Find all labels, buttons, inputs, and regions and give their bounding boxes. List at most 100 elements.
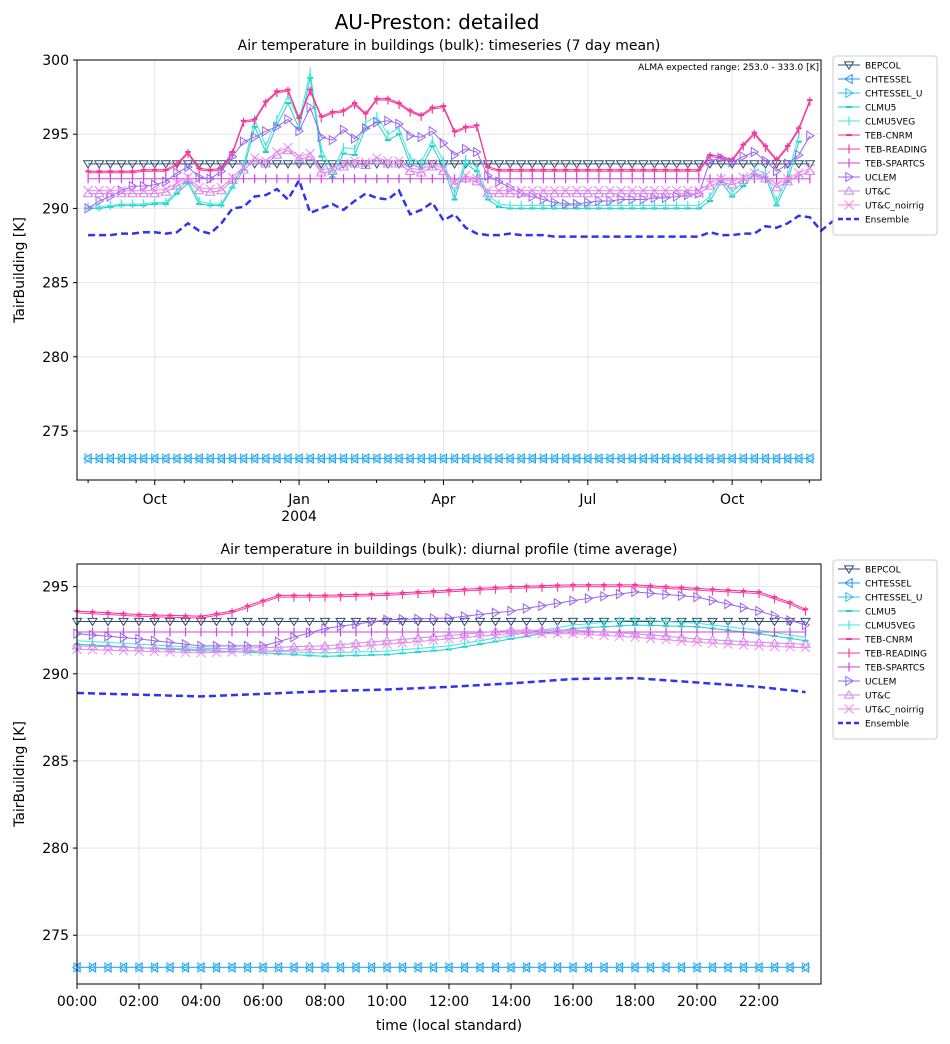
data-point [539, 453, 549, 464]
data-point [583, 617, 594, 627]
data-point [662, 589, 671, 600]
data-point [395, 118, 405, 130]
data-point [573, 453, 582, 464]
legend-item-teb-cnrm: TEB-CNRM [838, 132, 913, 142]
data-point [82, 160, 94, 169]
data-point [272, 147, 282, 157]
data-point [117, 453, 127, 464]
data-point [328, 134, 338, 146]
data-point [600, 590, 609, 602]
data-point [637, 160, 649, 169]
data-point [750, 453, 760, 464]
data-point [149, 160, 161, 169]
x-tick-label: Jan [287, 492, 310, 508]
data-point [260, 156, 271, 166]
data-point [595, 195, 604, 207]
data-point [338, 159, 349, 169]
series-line [76, 676, 806, 698]
data-point [384, 115, 393, 127]
legend-label: TEB-SPARTCS [864, 160, 925, 170]
data-point [516, 185, 527, 196]
x-tick-label: Apr [431, 492, 455, 508]
data-point [373, 453, 382, 464]
data-point [84, 453, 94, 464]
data-point [753, 617, 765, 627]
x-tick-label: 02:00 [119, 994, 159, 1010]
data-point [139, 453, 149, 464]
data-point [228, 962, 237, 973]
data-point [728, 157, 738, 168]
data-point [416, 164, 427, 175]
data-point [339, 453, 349, 464]
data-point [755, 962, 764, 973]
series-ut-c-noirrig [83, 142, 815, 196]
data-point [227, 160, 238, 169]
data-point [226, 617, 238, 627]
legend-item-teb-cnrm: TEB-CNRM [838, 636, 913, 646]
data-point [243, 962, 253, 973]
y-tick-label: 300 [42, 53, 69, 69]
series-ut-c-noirrig [72, 628, 811, 658]
data-point [118, 645, 129, 656]
data-point [327, 160, 338, 169]
data-point [708, 962, 718, 973]
diurnal-grid [76, 564, 821, 984]
legend-label: UCLEM [865, 678, 896, 688]
data-point [804, 160, 816, 169]
data-point [87, 617, 98, 627]
legend-label: CLMU5 [865, 608, 896, 618]
data-point [506, 453, 516, 464]
data-point [305, 148, 316, 159]
data-point [628, 194, 638, 205]
series-line [88, 177, 856, 238]
data-point [242, 617, 253, 627]
data-point [459, 632, 470, 643]
data-point [195, 453, 205, 464]
series-teb-cnrm [74, 583, 809, 618]
data-point [722, 617, 734, 627]
diurnal-panel: Air temperature in buildings (bulk): diu… [12, 542, 938, 1034]
data-point [649, 160, 660, 169]
legend-item-ut-c: UT&C [838, 186, 890, 198]
data-point [724, 962, 733, 973]
data-point [615, 160, 627, 169]
data-point [134, 646, 144, 656]
data-point [449, 176, 460, 187]
data-point [569, 595, 578, 607]
legend-label: UT&C_noirrig [865, 202, 924, 212]
data-point [160, 160, 172, 169]
legend-box [832, 559, 938, 740]
data-point [495, 453, 504, 464]
data-point [104, 160, 116, 169]
data-point [539, 194, 549, 205]
data-point [600, 962, 609, 973]
data-point [750, 146, 760, 158]
legend-label: CLMU5VEG [865, 118, 915, 128]
data-point [321, 623, 330, 634]
data-point [626, 160, 638, 169]
data-point [552, 628, 563, 639]
data-point [473, 146, 482, 158]
data-point [239, 453, 249, 464]
data-point [727, 176, 738, 187]
data-point [638, 185, 649, 196]
data-point [671, 185, 682, 196]
data-point [195, 171, 205, 183]
data-point [194, 182, 205, 193]
legend-label: TEB-SPARTCS [864, 664, 925, 674]
legend-label: BEPCOL [865, 62, 901, 72]
data-point [582, 185, 593, 196]
data-point [505, 185, 515, 196]
data-point [335, 643, 346, 653]
data-point [693, 185, 704, 196]
y-tick-label: 290 [42, 667, 69, 683]
data-point [695, 453, 704, 464]
data-point [483, 185, 493, 196]
data-point [739, 962, 749, 973]
data-point [604, 160, 616, 169]
data-point [627, 185, 638, 196]
data-point [282, 160, 294, 169]
data-point [273, 645, 284, 656]
x-tick-label: 22:00 [739, 994, 779, 1010]
